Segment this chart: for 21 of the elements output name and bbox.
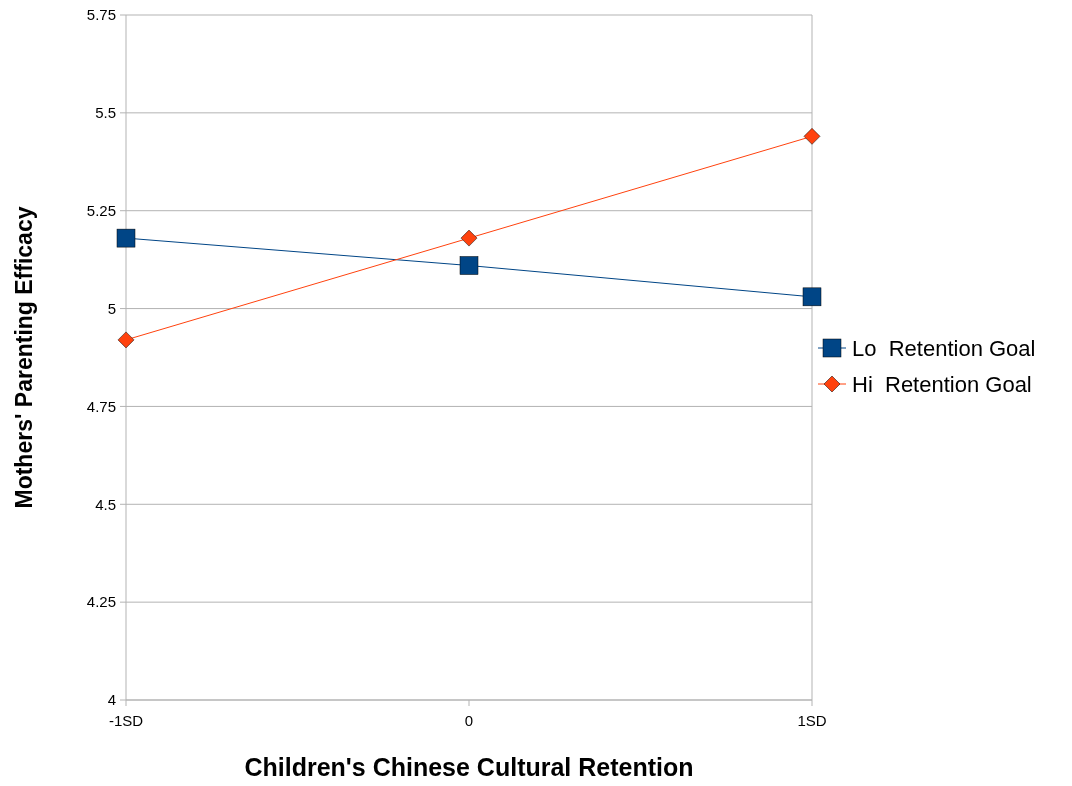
point — [116, 228, 136, 248]
x-tick-label: 1SD — [797, 712, 827, 729]
y-tick-label: 4 — [107, 691, 116, 709]
point — [803, 128, 821, 145]
legend-label: Hi Retention Goal — [852, 371, 1032, 397]
y-axis-title: Mothers' Parenting Efficacy — [11, 206, 37, 509]
y-tick-label: 5.75 — [86, 6, 116, 24]
point — [802, 287, 822, 307]
x-tick-label: 0 — [464, 712, 474, 729]
y-tick-label: 4.75 — [86, 397, 116, 415]
y-tick-label: 5 — [107, 299, 116, 317]
point — [460, 229, 478, 247]
y-tick-label: 4.5 — [95, 495, 116, 513]
legend-label: Lo Retention Goal — [852, 335, 1036, 361]
y-tick-label: 5.5 — [95, 104, 116, 122]
y-tick-label: 4.25 — [86, 593, 116, 611]
point — [117, 331, 135, 349]
point — [459, 256, 479, 275]
y-tick-label: 5.25 — [86, 201, 116, 219]
x-tick-label: -1SD — [108, 712, 144, 729]
x-axis-title: Children's Chinese Cultural Retention — [244, 753, 694, 781]
